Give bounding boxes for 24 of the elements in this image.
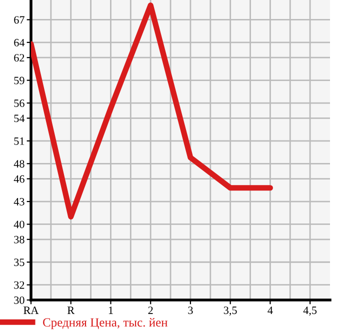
y-tick-label: 48 — [14, 160, 24, 168]
y-tick-label: 62 — [14, 54, 24, 62]
y-tick-label: 35 — [14, 258, 24, 266]
y-tick-label: 46 — [14, 175, 24, 183]
x-tick-label: RA — [24, 306, 39, 314]
y-tick-label: 56 — [14, 100, 24, 107]
y-tick-label: 67 — [14, 16, 24, 24]
x-tick-label: 2 — [148, 306, 153, 314]
y-tick-label: 40 — [14, 220, 24, 228]
x-tick-label: 3 — [188, 306, 193, 314]
x-tick-label: 4,5 — [303, 306, 317, 316]
y-tick-label: 51 — [14, 137, 24, 145]
y-tick-label: 54 — [14, 114, 25, 122]
y-tick-label: 43 — [14, 198, 24, 206]
y-tick-label: 59 — [14, 76, 24, 84]
legend-label: Средняя Цена, тыс. йен — [43, 318, 168, 330]
x-tick-label: 1 — [108, 306, 113, 314]
y-tick-label: 64 — [14, 38, 25, 46]
x-tick-label: 4 — [268, 306, 273, 314]
x-tick-label: R — [67, 306, 75, 314]
y-tick-label: 30 — [14, 296, 24, 304]
y-tick-label: 38 — [14, 236, 24, 244]
x-tick-label: 3,5 — [224, 306, 237, 316]
y-tick-label: 32 — [14, 281, 24, 289]
